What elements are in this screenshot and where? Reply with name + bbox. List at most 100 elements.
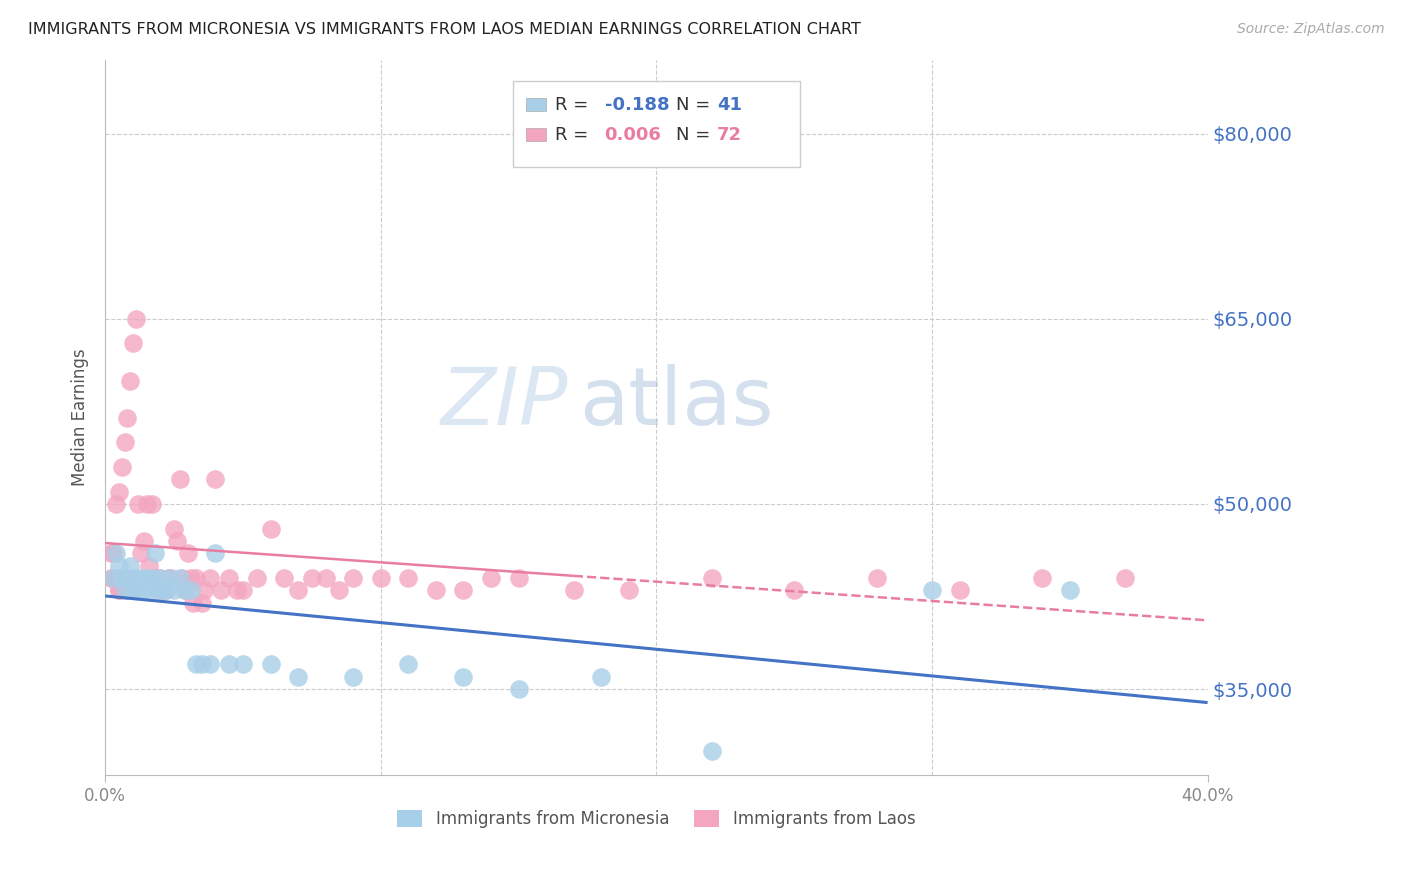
Point <box>508 571 530 585</box>
Point <box>108 558 131 573</box>
Point <box>396 657 419 672</box>
Point <box>166 533 188 548</box>
Point <box>921 583 943 598</box>
Text: -0.188: -0.188 <box>605 95 669 113</box>
Point <box>155 583 177 598</box>
Point <box>453 670 475 684</box>
Point <box>186 571 208 585</box>
Text: R =: R = <box>555 95 593 113</box>
Point <box>108 583 131 598</box>
Point <box>114 435 136 450</box>
Point <box>135 571 157 585</box>
Point <box>127 497 149 511</box>
Point <box>287 670 309 684</box>
Point <box>190 657 212 672</box>
Point <box>508 682 530 697</box>
Point <box>169 472 191 486</box>
Point <box>204 472 226 486</box>
Point <box>172 571 194 585</box>
Point <box>174 583 197 598</box>
Point <box>453 583 475 598</box>
Point <box>132 533 155 548</box>
Point <box>117 571 139 585</box>
Point <box>180 583 202 598</box>
Point <box>135 497 157 511</box>
Point <box>149 571 172 585</box>
Point <box>141 497 163 511</box>
Point <box>479 571 502 585</box>
Point <box>129 546 152 560</box>
Point <box>163 522 186 536</box>
Text: R =: R = <box>555 126 593 144</box>
Point <box>315 571 337 585</box>
Point <box>301 571 323 585</box>
Point <box>141 571 163 585</box>
Point <box>232 657 254 672</box>
Point <box>117 583 139 598</box>
Point <box>328 583 350 598</box>
Point <box>114 571 136 585</box>
Text: ZIP: ZIP <box>441 364 568 442</box>
Point <box>425 583 447 598</box>
Point <box>111 571 134 585</box>
Point <box>246 571 269 585</box>
Point <box>105 571 128 585</box>
Point <box>700 571 723 585</box>
Point <box>617 583 640 598</box>
Point <box>180 571 202 585</box>
Text: 0.006: 0.006 <box>605 126 661 144</box>
Point <box>562 583 585 598</box>
Point <box>866 571 889 585</box>
Point <box>118 558 141 573</box>
Point <box>157 571 180 585</box>
Point <box>129 571 152 585</box>
Point <box>186 657 208 672</box>
Point <box>259 657 281 672</box>
Point <box>209 583 232 598</box>
Point <box>169 571 191 585</box>
Point <box>103 571 125 585</box>
Point <box>111 571 134 585</box>
Point <box>121 336 143 351</box>
Point <box>1114 571 1136 585</box>
Point <box>259 522 281 536</box>
Point <box>103 546 125 560</box>
Point <box>218 657 240 672</box>
Point <box>146 583 169 598</box>
Text: atlas: atlas <box>579 364 773 442</box>
Point <box>138 583 160 598</box>
Point <box>396 571 419 585</box>
Point <box>121 583 143 598</box>
Point <box>124 571 146 585</box>
Text: 72: 72 <box>717 126 742 144</box>
Point <box>190 596 212 610</box>
Point <box>114 583 136 598</box>
Point <box>198 657 221 672</box>
Point <box>591 670 613 684</box>
Point <box>342 670 364 684</box>
Point <box>111 459 134 474</box>
Point <box>127 583 149 598</box>
Point <box>783 583 806 598</box>
Point <box>700 744 723 758</box>
Point <box>108 583 131 598</box>
Point <box>157 571 180 585</box>
Text: IMMIGRANTS FROM MICRONESIA VS IMMIGRANTS FROM LAOS MEDIAN EARNINGS CORRELATION C: IMMIGRANTS FROM MICRONESIA VS IMMIGRANTS… <box>28 22 860 37</box>
Point <box>370 571 392 585</box>
FancyBboxPatch shape <box>526 128 546 141</box>
Point <box>193 583 215 598</box>
Point <box>1059 583 1081 598</box>
Point <box>105 546 128 560</box>
Point <box>155 583 177 598</box>
Point <box>108 484 131 499</box>
Point <box>152 583 174 598</box>
Point <box>342 571 364 585</box>
Point <box>149 571 172 585</box>
Text: Source: ZipAtlas.com: Source: ZipAtlas.com <box>1237 22 1385 37</box>
Point <box>218 571 240 585</box>
Point <box>132 583 155 598</box>
Point <box>100 546 122 560</box>
Point <box>124 311 146 326</box>
Point <box>948 583 970 598</box>
Point <box>204 546 226 560</box>
